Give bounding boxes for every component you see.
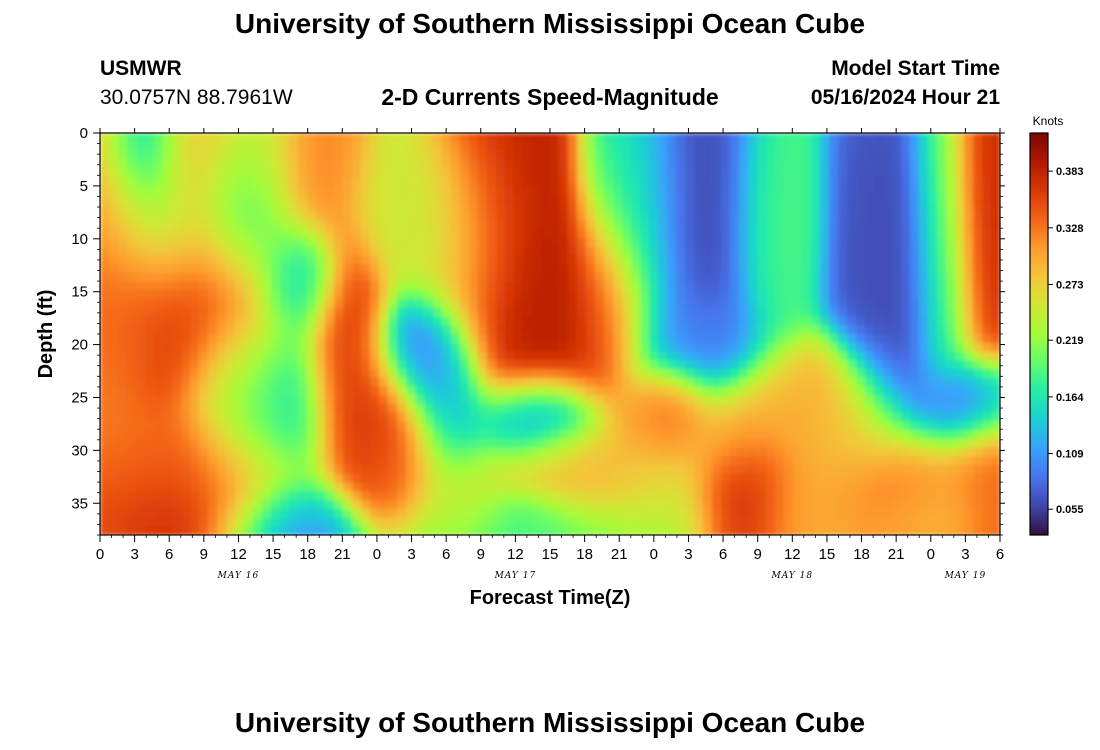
y-axis-label: Depth (ft): [35, 290, 57, 379]
station-coordinates: 30.0757N 88.7961W: [100, 86, 293, 109]
y-tick-label: 35: [71, 495, 88, 512]
x-tick-label: 15: [265, 546, 282, 563]
x-tick-label: 18: [299, 546, 316, 563]
x-tick-label: 6: [442, 546, 450, 563]
x-tick-label: 21: [611, 546, 628, 563]
colorbar-tick-label: 0.273: [1056, 280, 1084, 292]
x-tick-label: 21: [888, 546, 905, 563]
x-tick-label: 3: [961, 546, 969, 563]
colorbar-tick-label: 0.109: [1056, 449, 1084, 461]
date-label: MAY 19: [944, 571, 987, 581]
colorbar-tick-label: 0.328: [1056, 223, 1084, 235]
colorbar: 0.055 0.109 0.164 0.219 0.273 0.328 0.383: [1029, 132, 1084, 536]
chart: 0 3 6 9 12 15 18 21 0 3 6 9 12 15 18 21 0 3 6 9 12 15 18 21 0 3 6M…: [35, 114, 1084, 609]
x-tick-label: 9: [477, 546, 485, 563]
x-tick-label: 12: [230, 546, 247, 563]
y-tick-label: 10: [71, 231, 88, 248]
x-tick-label: 3: [407, 546, 415, 563]
x-tick-label: 12: [784, 546, 801, 563]
x-tick-label: 12: [507, 546, 524, 563]
date-label: MAY 16: [217, 571, 260, 581]
chart-title: 2-D Currents Speed-Magnitude: [381, 84, 719, 110]
x-tick-label: 0: [96, 546, 104, 563]
x-tick-label: 9: [754, 546, 762, 563]
x-tick-label: 18: [576, 546, 593, 563]
colorbar-label: Knots: [1033, 114, 1064, 128]
colorbar-scale: [1029, 132, 1049, 536]
x-tick-label: 3: [130, 546, 138, 563]
x-tick-label: 6: [719, 546, 727, 563]
y-tick-label: 0: [80, 125, 88, 142]
x-axis-label: Forecast Time(Z): [470, 587, 631, 609]
page-title: University of Southern Mississippi Ocean…: [234, 8, 866, 39]
model-start-value: 05/16/2024 Hour 21: [810, 86, 1000, 109]
x-tick-label: 6: [165, 546, 173, 563]
y-tick-label: 5: [80, 178, 88, 195]
footer-title: University of Southern Mississippi Ocean…: [234, 707, 866, 738]
y-tick-label: 15: [71, 284, 88, 301]
x-tick-label: 0: [373, 546, 381, 563]
y-tick-label: 20: [71, 337, 88, 354]
x-tick-label: 0: [927, 546, 935, 563]
x-tick-label: 9: [200, 546, 208, 563]
y-tick-label: 25: [71, 389, 88, 406]
station-id: USMWR: [100, 57, 182, 80]
colorbar-tick-label: 0.164: [1056, 392, 1084, 404]
colorbar-tick-label: 0.383: [1056, 166, 1084, 178]
x-tick-label: 21: [334, 546, 351, 563]
date-label: MAY 17: [494, 571, 537, 581]
x-tick-label: 15: [819, 546, 836, 563]
model-start-label: Model Start Time: [831, 57, 1000, 80]
x-tick-label: 0: [650, 546, 658, 563]
heatmap: [100, 133, 1000, 535]
colorbar-tick-label: 0.219: [1056, 335, 1084, 347]
x-tick-label: 18: [853, 546, 870, 563]
date-label: MAY 18: [771, 571, 814, 581]
x-tick-label: 6: [996, 546, 1004, 563]
x-tick-label: 3: [684, 546, 692, 563]
y-tick-label: 30: [71, 442, 88, 459]
x-tick-label: 15: [542, 546, 559, 563]
colorbar-tick-label: 0.055: [1056, 504, 1084, 516]
plot-axes: 0 3 6 9 12 15 18 21 0 3 6 9 12 15 18 21 0 3 6 9 12 15 18 21 0 3 6M…: [71, 125, 1005, 581]
